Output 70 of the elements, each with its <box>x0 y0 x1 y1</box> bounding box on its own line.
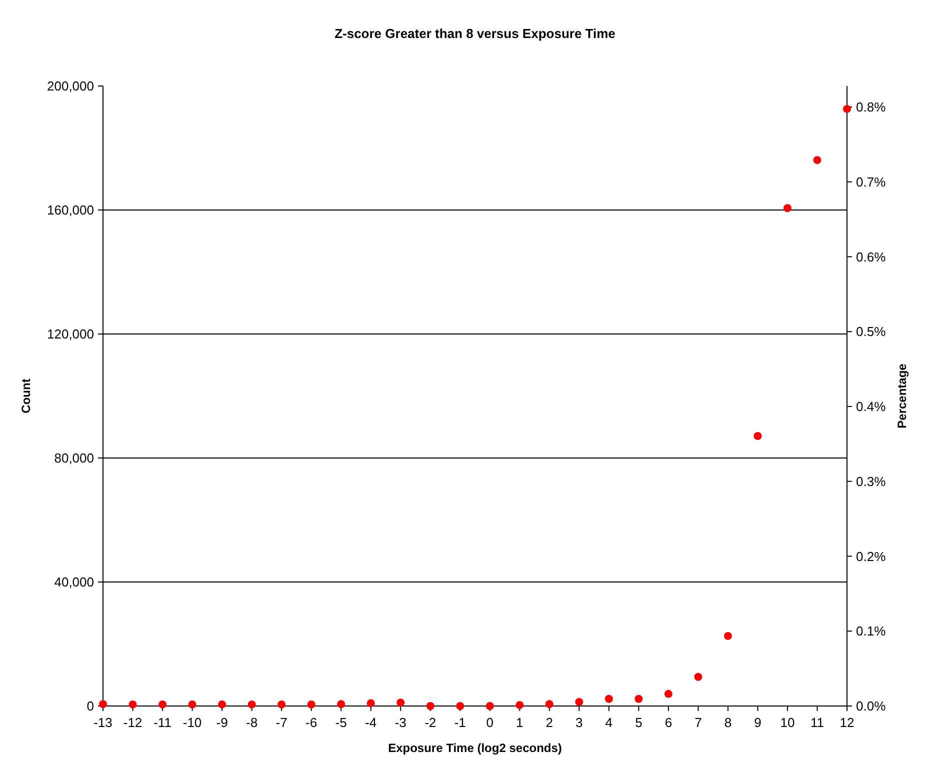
y-tick-label: 0 <box>86 698 94 714</box>
point <box>843 104 851 113</box>
point <box>486 702 494 710</box>
x-tick-label: 12 <box>840 715 854 730</box>
x-tick-label: -11 <box>154 715 172 730</box>
x-tick-label: 3 <box>576 715 583 730</box>
y2-tick-label: 0.3% <box>856 474 886 489</box>
y2-tick-label: 0.6% <box>856 249 886 264</box>
y2-tick-label: 0.8% <box>856 100 886 115</box>
x-axis-title: Exposure Time (log2 seconds) <box>388 741 562 755</box>
x-tick-label: 5 <box>635 715 642 730</box>
point <box>783 204 792 212</box>
x-tick-label: -5 <box>335 715 347 730</box>
point <box>307 700 316 708</box>
point <box>456 702 464 710</box>
point <box>188 700 196 708</box>
point <box>813 156 822 164</box>
y-tick-label: 40,000 <box>54 574 94 590</box>
x-tick-label: -3 <box>394 715 406 730</box>
point <box>426 702 434 710</box>
point <box>278 700 286 708</box>
x-tick-label: 0 <box>486 715 494 730</box>
x-tick-label: -6 <box>306 715 318 730</box>
x-tick-label: 4 <box>605 715 613 730</box>
x-tick-label: 6 <box>664 715 672 730</box>
x-tick-label: 2 <box>546 715 554 730</box>
point <box>366 699 375 708</box>
x-tick-label: -7 <box>276 715 288 730</box>
x-tick-label: -2 <box>424 715 436 730</box>
point <box>248 700 256 708</box>
point <box>664 690 672 698</box>
y2-tick-label: 0.2% <box>856 548 886 564</box>
point <box>724 632 732 640</box>
x-tick-label: -10 <box>182 715 202 730</box>
point <box>337 700 346 708</box>
y2-tick-label: 0.0% <box>856 698 886 714</box>
x-tick-label: -4 <box>365 715 377 730</box>
x-tick-label: -9 <box>216 715 228 730</box>
x-tick-label: 7 <box>694 715 702 730</box>
x-tick-label: -12 <box>123 715 142 730</box>
y-axis-title: Count <box>19 378 33 414</box>
y2-tick-label: 0.7% <box>856 174 886 190</box>
point <box>158 700 167 708</box>
x-tick-label: 10 <box>780 715 795 730</box>
x-tick-label: -1 <box>454 715 466 730</box>
y-tick-label: 160,000 <box>47 202 94 218</box>
x-tick-label: 1 <box>516 715 524 730</box>
point <box>218 700 226 708</box>
point <box>604 694 613 703</box>
point <box>128 700 137 708</box>
point <box>396 698 405 707</box>
point <box>754 432 762 440</box>
y-tick-label: 120,000 <box>47 326 94 342</box>
y2-tick-label: 0.1% <box>856 624 886 639</box>
chart-title: Z-score Greater than 8 versus Exposure Time <box>334 26 616 41</box>
y2-axis-title: Percentage <box>895 363 909 428</box>
point <box>575 698 584 706</box>
x-tick-label: 8 <box>724 715 732 730</box>
x-tick-label: -13 <box>94 715 112 730</box>
x-tick-label: 11 <box>810 715 824 730</box>
x-tick-label: -8 <box>246 715 258 730</box>
point <box>634 694 643 703</box>
point <box>545 700 554 708</box>
y2-tick-label: 0.5% <box>856 324 886 340</box>
y2-tick-label: 0.4% <box>856 399 886 414</box>
point <box>516 701 524 710</box>
point <box>694 672 702 681</box>
y-tick-label: 80,000 <box>54 450 94 466</box>
x-tick-label: 9 <box>754 715 762 730</box>
y-tick-label: 200,000 <box>47 78 94 94</box>
